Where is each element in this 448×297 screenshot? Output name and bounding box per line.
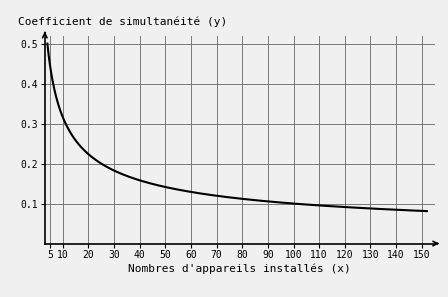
- X-axis label: Nombres d'appareils installés (x): Nombres d'appareils installés (x): [128, 263, 351, 274]
- Text: Coefficient de simultanéité (y): Coefficient de simultanéité (y): [17, 17, 227, 27]
